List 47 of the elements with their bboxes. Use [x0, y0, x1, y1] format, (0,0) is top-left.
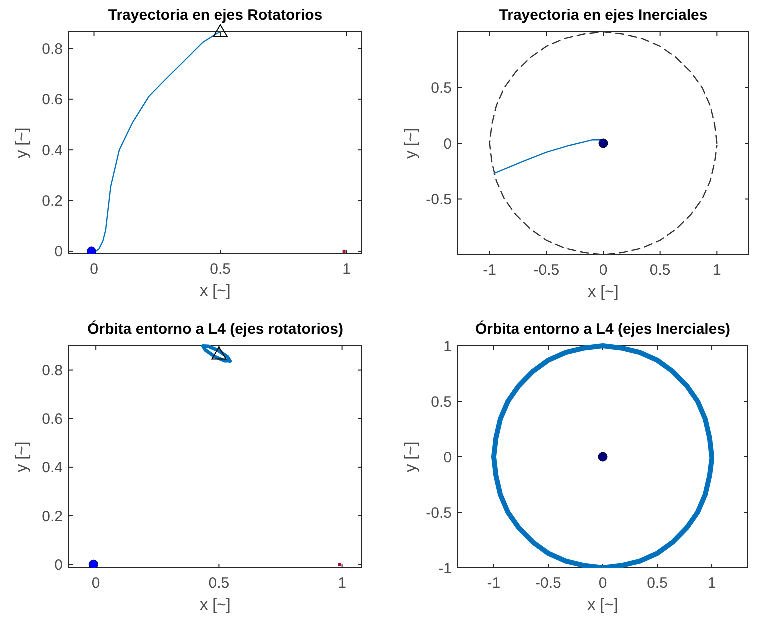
y-axis-title: y [~]	[403, 442, 420, 472]
chart-title: Trayectoria en ejes Rotatorios	[108, 7, 323, 24]
x-tick-label: 0.5	[208, 575, 230, 592]
y-tick-label: 0.2	[42, 193, 63, 210]
y-axis-title: y [~]	[403, 128, 420, 159]
y-tick-label: 1	[444, 338, 452, 356]
y-tick-label: 0.5	[431, 80, 452, 97]
y-tick-label: -0.5	[426, 504, 452, 522]
x-axis-title: x [~]	[200, 597, 231, 614]
x-axis-title: x [~]	[200, 283, 231, 300]
x-tick-label: 1	[342, 261, 352, 278]
y-tick-label: 0.4	[42, 142, 63, 160]
y-tick-label: 0	[54, 244, 63, 261]
x-tick-label: 1	[338, 575, 346, 592]
x-tick-label: 0.5	[210, 261, 231, 278]
line-series	[489, 31, 718, 255]
y-tick-label: 0.8	[42, 362, 63, 380]
y-tick-label: 0.2	[42, 508, 63, 526]
y-tick-label: 0.8	[42, 40, 63, 58]
x-tick-label: 0	[598, 575, 608, 592]
y-tick-label: 0	[54, 556, 63, 574]
y-tick-label: 0	[444, 136, 452, 153]
chart-title: Órbita entorno a L4 (ejes rotatorios)	[88, 320, 344, 338]
x-tick-label: 1	[708, 575, 716, 592]
y-tick-label: 0.5	[431, 394, 452, 411]
y-tick-label: 0.4	[42, 460, 63, 477]
x-tick-label: 0.5	[647, 575, 668, 592]
y-tick-label: 0.6	[42, 92, 63, 109]
x-axis-title: x [~]	[588, 284, 619, 301]
y-tick-label: -1	[438, 560, 452, 578]
x-axis-title: x [~]	[588, 597, 618, 614]
x-tick-label: -0.5	[534, 262, 560, 279]
x-tick-label: -0.5	[536, 575, 562, 592]
x-tick-label: 0	[90, 261, 98, 278]
x-tick-label: 0	[599, 262, 608, 279]
y-tick-label: 0	[444, 449, 452, 466]
x-tick-label: -1	[483, 262, 496, 279]
y-axis-title: y [~]	[14, 442, 31, 472]
x-tick-label: 0.5	[650, 262, 671, 279]
x-tick-label: 0	[92, 575, 100, 592]
chart-title: Órbita entorno a L4 (ejes Inerciales)	[475, 320, 731, 338]
y-tick-label: -0.5	[426, 192, 452, 208]
y-axis-title: y [~]	[14, 128, 31, 158]
x-tick-label: -1	[487, 575, 501, 592]
chart-title: Trayectoria en ejes Inerciales	[499, 7, 708, 24]
x-tick-label: 1	[713, 262, 722, 279]
y-tick-label: 0.6	[42, 411, 63, 428]
